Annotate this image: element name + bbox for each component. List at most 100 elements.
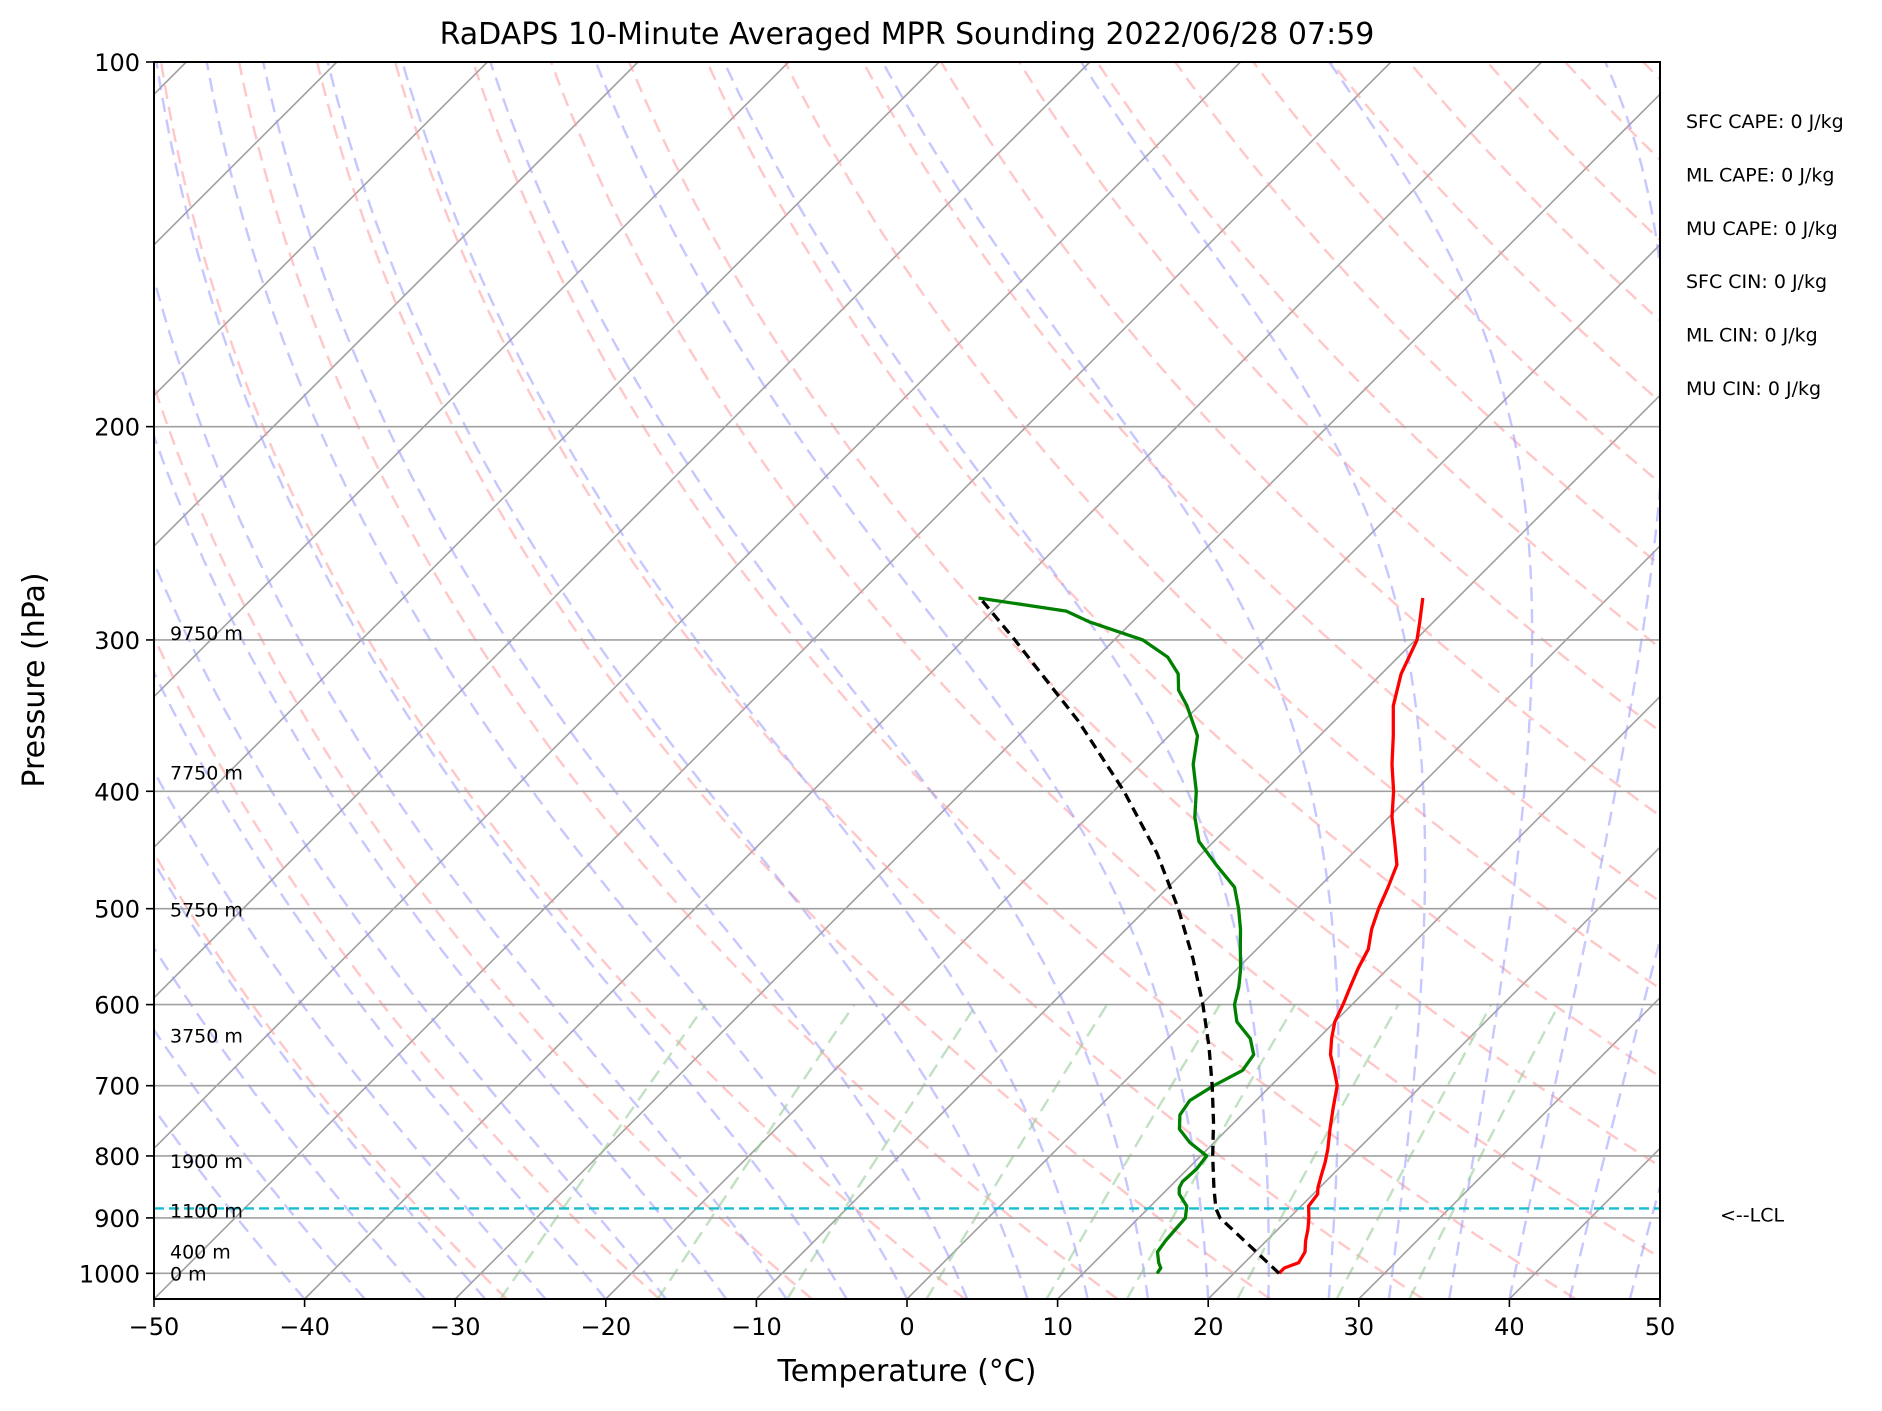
moist-adiabat-line [154,1027,366,1299]
x-tick-label: 30 [1344,1313,1375,1341]
moist-adiabat-line [1628,1182,1660,1299]
dry-adiabat-line [1408,62,1660,323]
dry-adiabat-line [159,62,966,1299]
x-tick-label: 0 [899,1313,914,1341]
dry-adiabat-line [940,62,1660,818]
temperature-line [1277,597,1425,1275]
y-tick-label: 200 [94,414,140,442]
moist-adiabat-line [881,62,1340,1299]
height-label: 400 m [170,1241,231,1263]
isotherm-line [154,62,639,548]
x-tick-label: 40 [1494,1313,1525,1341]
moist-adiabat-line [723,62,1270,1299]
axes-layer: −50 −40 −30 −20 −10 0 10 20 30 40 50 100 200 300 400 50… [79,49,1675,1341]
mixing-ratio-line [786,1003,978,1299]
moist-adiabat-line [205,62,909,1299]
pressure-gridlines [154,62,1660,1275]
dry-adiabat-line [1174,62,1660,567]
x-tick-label: 20 [1193,1313,1224,1341]
x-tick-label: −10 [731,1313,782,1341]
stability-index-label: ML CIN: 0 J/kg [1686,325,1818,347]
chart-title: RaDAPS 10-Minute Averaged MPR Sounding 2… [440,17,1375,52]
moist-adiabat-line [155,62,848,1299]
isotherm-line [1057,695,1660,1299]
y-tick-label: 500 [94,896,140,924]
moist-adiabat-line [154,768,547,1299]
dry-adiabat-line [154,382,813,1299]
y-tick-label: 100 [94,49,140,77]
mixing-ratio-line [656,1003,856,1299]
moist-adiabat-line [489,62,1150,1299]
moist-adiabat-line [154,559,667,1299]
y-tick-label: 600 [94,992,140,1020]
height-label: 0 m [170,1263,207,1285]
dry-adiabat-line [784,62,1660,990]
y-tick-label: 1000 [79,1260,140,1288]
lcl-label: <--LCL [1720,1204,1784,1226]
moist-adiabat-line [154,945,426,1299]
moist-adiabat-line [154,1106,306,1299]
x-tick-label: 50 [1645,1313,1676,1341]
isotherm-line [154,62,940,849]
moist-adiabat-line [154,860,487,1299]
height-label: 1900 m [170,1151,243,1173]
x-axis-title: Temperature (°C) [777,1354,1037,1389]
y-tick-label: 800 [94,1143,140,1171]
dry-adiabat-line [471,62,1577,1299]
stability-index-label: MU CIN: 0 J/kg [1686,378,1821,400]
stability-index-label: ML CAPE: 0 J/kg [1686,164,1834,186]
isotherm-line [454,93,1660,1299]
stability-index-label: SFC CAPE: 0 J/kg [1686,111,1844,133]
moist-adiabat-line [594,62,1210,1299]
moist-adiabat-line [1568,935,1660,1299]
height-label: 3750 m [170,1025,243,1047]
isotherm-line [1207,846,1660,1299]
dry-adiabat-line [1096,62,1660,650]
isotherm-line [154,62,488,397]
x-tick-label: 10 [1042,1313,1073,1341]
mixing-ratio-line [1236,1004,1400,1299]
isotherm-line [154,62,790,698]
mixing-ratio-line [1045,1003,1221,1299]
dry-adiabat-line [1330,62,1660,404]
y-tick-label: 700 [94,1073,140,1101]
height-label: 5750 m [170,900,243,922]
mixing-ratio-line [1408,1004,1560,1299]
mixing-ratio-line [1335,1004,1493,1299]
moist-adiabat-line [1328,62,1534,1299]
dewpoint-line [978,596,1256,1275]
mixing-ratio-line [499,1003,707,1299]
moist-adiabat-line [154,669,607,1299]
dry-adiabat-line [706,62,1660,1079]
x-tick-label: −40 [279,1313,330,1341]
stability-index-label: MU CAPE: 0 J/kg [1686,218,1838,240]
isotherm-line [154,62,1091,999]
height-label: 1100 m [170,1200,243,1222]
isotherm-line [906,544,1660,1299]
isotherm-line [1358,996,1660,1299]
mixing-ratio-line [925,1003,1109,1299]
height-label: 9750 m [170,623,243,645]
moist-adiabat-line [154,432,728,1299]
isotherm-line [304,62,1543,1299]
isotherm-line [154,62,1241,1150]
y-tick-label: 900 [94,1205,140,1233]
height-label: 7750 m [170,763,243,785]
moist-adiabat-line [1508,62,1660,1299]
moist-adiabat-line [401,62,1089,1299]
moist-adiabat-line [262,62,969,1299]
background-lines [154,62,1660,1299]
isotherm-line [154,62,1392,1299]
dry-adiabat-line [154,634,661,1299]
y-tick-label: 400 [94,778,140,806]
parcel-path-line [978,596,1281,1275]
stability-index-label: SFC CIN: 0 J/kg [1686,271,1827,293]
x-tick-label: −50 [129,1313,180,1341]
dry-adiabat-line [1018,62,1660,733]
side-annotations: <--LCL SFC CAPE: 0 J/kg ML CAPE: 0 J/kg MU … [1686,111,1844,1226]
moist-adiabat-line [154,274,788,1299]
x-tick-label: −30 [430,1313,481,1341]
